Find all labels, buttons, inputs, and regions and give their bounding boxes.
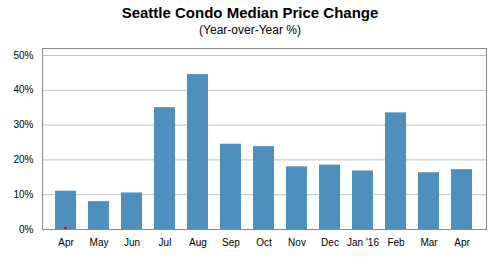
- svg-text:10%: 10%: [13, 189, 33, 200]
- svg-text:40%: 40%: [13, 84, 33, 95]
- svg-text:Sep: Sep: [222, 237, 240, 248]
- svg-text:Nov: Nov: [288, 237, 306, 248]
- svg-text:Mar: Mar: [420, 237, 438, 248]
- svg-text:Jan '16: Jan '16: [347, 237, 379, 248]
- svg-text:May: May: [90, 237, 109, 248]
- svg-text:Jul: Jul: [159, 237, 172, 248]
- html-text:(Year-over-Year %): (Year-over-Year %): [199, 23, 301, 37]
- svg-text:Apr: Apr: [58, 237, 74, 248]
- svg-text:30%: 30%: [13, 119, 33, 130]
- svg-text:Feb: Feb: [387, 237, 405, 248]
- svg-text:20%: 20%: [13, 154, 33, 165]
- svg-text:Oct: Oct: [256, 237, 272, 248]
- svg-text:50%: 50%: [13, 50, 33, 61]
- html-text:Seattle Condo Median Price Cha: Seattle Condo Median Price Change: [121, 4, 379, 21]
- svg-text:0%: 0%: [19, 224, 34, 235]
- svg-text:Aug: Aug: [189, 237, 207, 248]
- svg-text:Apr: Apr: [454, 237, 470, 248]
- svg-text:Jun: Jun: [124, 237, 140, 248]
- svg-text:Dec: Dec: [321, 237, 339, 248]
